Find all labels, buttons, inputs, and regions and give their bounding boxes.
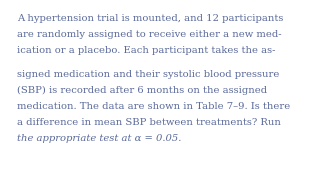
Text: signed medication and their systolic blood pressure: signed medication and their systolic blo…	[17, 70, 279, 79]
Text: medication. The data are shown in Table 7–9. Is there: medication. The data are shown in Table …	[17, 102, 290, 111]
Text: the appropriate test at α = 0.05.: the appropriate test at α = 0.05.	[17, 134, 181, 143]
Text: (SBP) is recorded after 6 months on the assigned: (SBP) is recorded after 6 months on the …	[17, 86, 267, 95]
Text: are randomly assigned to receive either a new med-: are randomly assigned to receive either …	[17, 30, 281, 39]
Text: A hypertension trial is mounted, and 12 participants: A hypertension trial is mounted, and 12 …	[17, 14, 283, 23]
Text: ication or a placebo. Each participant takes the as-: ication or a placebo. Each participant t…	[17, 46, 275, 55]
Text: a difference in mean SBP between treatments? Run: a difference in mean SBP between treatme…	[17, 118, 280, 127]
